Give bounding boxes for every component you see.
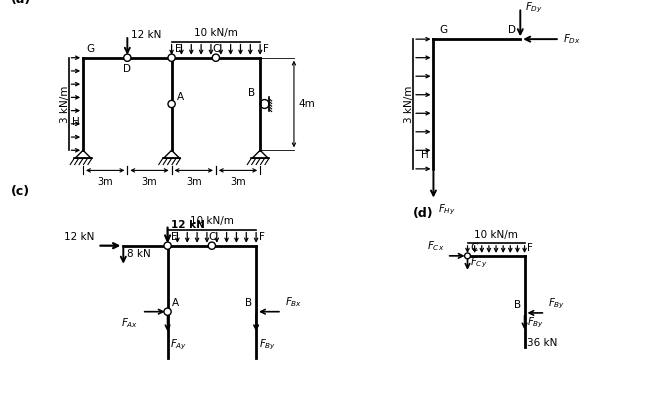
Text: $F_{Hy}$: $F_{Hy}$: [438, 203, 456, 217]
Text: $F_{Ax}$: $F_{Ax}$: [121, 316, 139, 330]
Text: 12 kN: 12 kN: [171, 220, 205, 230]
Text: (c): (c): [11, 185, 30, 198]
Text: (a): (a): [11, 0, 31, 6]
Text: C: C: [212, 44, 220, 54]
Circle shape: [213, 54, 220, 61]
Text: $F_{By}$: $F_{By}$: [259, 338, 276, 352]
Text: D: D: [123, 64, 131, 74]
Circle shape: [164, 308, 171, 315]
Text: $F_{By}$: $F_{By}$: [527, 316, 544, 330]
Text: 8 kN: 8 kN: [127, 249, 150, 259]
Text: $F_{By}$: $F_{By}$: [548, 296, 565, 311]
Text: 3 kN/m: 3 kN/m: [404, 85, 414, 123]
Text: (d): (d): [412, 207, 433, 220]
Circle shape: [465, 253, 471, 259]
Text: E: E: [175, 44, 182, 54]
Circle shape: [208, 242, 215, 249]
Text: 10 kN/m: 10 kN/m: [474, 230, 518, 240]
Text: 10 kN/m: 10 kN/m: [190, 216, 234, 226]
Text: 3m: 3m: [230, 177, 246, 187]
Circle shape: [168, 100, 175, 108]
Text: 12 kN: 12 kN: [131, 30, 161, 40]
Text: $F_{Dy}$: $F_{Dy}$: [525, 0, 543, 15]
Text: 12 kN: 12 kN: [64, 232, 94, 242]
Text: B: B: [513, 300, 521, 310]
Text: 3m: 3m: [98, 177, 113, 187]
Text: E: E: [171, 232, 178, 242]
Text: F: F: [263, 44, 269, 54]
Text: $F_{Cx}$: $F_{Cx}$: [427, 240, 444, 253]
Text: $F_{Dx}$: $F_{Dx}$: [563, 32, 581, 46]
Text: 36 kN: 36 kN: [527, 338, 558, 348]
Text: 3m: 3m: [186, 177, 201, 187]
Text: G: G: [439, 25, 447, 35]
Circle shape: [164, 242, 171, 249]
Text: $F_{Ay}$: $F_{Ay}$: [170, 338, 187, 352]
Text: H: H: [72, 117, 80, 127]
Text: 4m: 4m: [298, 99, 315, 109]
Circle shape: [168, 54, 175, 61]
Text: B: B: [248, 88, 255, 98]
Text: A: A: [172, 298, 179, 308]
Text: F: F: [259, 232, 265, 242]
Text: $F_{Cy}$: $F_{Cy}$: [470, 255, 488, 270]
Text: 3m: 3m: [142, 177, 157, 187]
Text: C: C: [470, 243, 477, 253]
Text: D: D: [508, 25, 515, 35]
Text: 3 kN/m: 3 kN/m: [60, 85, 71, 123]
Text: H: H: [421, 150, 429, 160]
Text: G: G: [86, 44, 94, 54]
Text: F: F: [527, 243, 533, 253]
Text: A: A: [176, 92, 183, 102]
Text: C: C: [208, 232, 216, 242]
Circle shape: [123, 54, 131, 61]
Text: B: B: [245, 298, 252, 308]
Text: 10 kN/m: 10 kN/m: [194, 28, 238, 38]
Text: $F_{Bx}$: $F_{Bx}$: [285, 296, 302, 309]
